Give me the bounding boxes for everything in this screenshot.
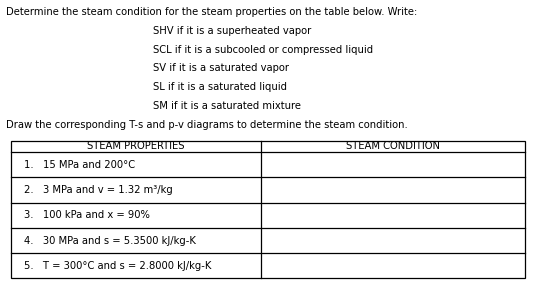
Text: STEAM PROPERTIES: STEAM PROPERTIES [87, 141, 185, 151]
Text: 1.   15 MPa and 200°C: 1. 15 MPa and 200°C [24, 160, 136, 170]
Text: Determine the steam condition for the steam properties on the table below. Write: Determine the steam condition for the st… [6, 7, 417, 17]
FancyBboxPatch shape [11, 141, 525, 278]
Text: STEAM CONDITION: STEAM CONDITION [346, 141, 440, 151]
Text: Draw the corresponding T-s and p-v diagrams to determine the steam condition.: Draw the corresponding T-s and p-v diagr… [6, 120, 408, 130]
Text: SM if it is a saturated mixture: SM if it is a saturated mixture [153, 101, 301, 111]
Text: 5.   T = 300°C and s = 2.8000 kJ/kg-K: 5. T = 300°C and s = 2.8000 kJ/kg-K [24, 261, 211, 271]
Text: 2.   3 MPa and v = 1.32 m³/kg: 2. 3 MPa and v = 1.32 m³/kg [24, 185, 173, 195]
Text: 3.   100 kPa and x = 90%: 3. 100 kPa and x = 90% [24, 210, 150, 220]
Text: 4.   30 MPa and s = 5.3500 kJ/kg-K: 4. 30 MPa and s = 5.3500 kJ/kg-K [24, 235, 196, 245]
Text: SCL if it is a subcooled or compressed liquid: SCL if it is a subcooled or compressed l… [153, 45, 373, 55]
Text: SHV if it is a superheated vapor: SHV if it is a superheated vapor [153, 26, 312, 36]
Text: SL if it is a saturated liquid: SL if it is a saturated liquid [153, 82, 287, 92]
Text: SV if it is a saturated vapor: SV if it is a saturated vapor [153, 63, 289, 73]
